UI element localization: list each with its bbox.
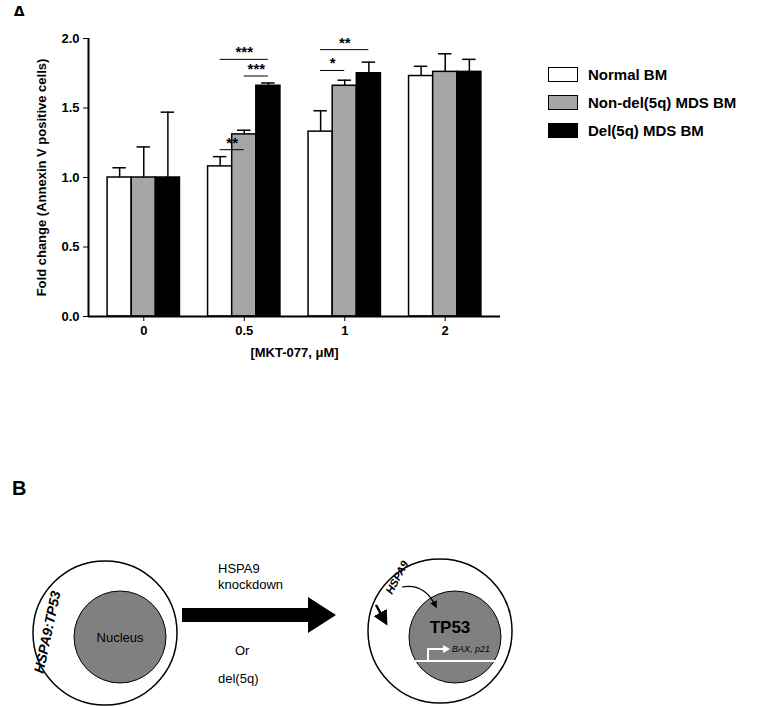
svg-text:2: 2 xyxy=(442,323,449,338)
svg-text:***: *** xyxy=(248,60,266,77)
svg-text:[MKT-077, μM]: [MKT-077, μM] xyxy=(250,345,338,360)
svg-text:1.0: 1.0 xyxy=(61,170,79,185)
svg-text:del(5q): del(5q) xyxy=(218,671,258,686)
svg-text:2.0: 2.0 xyxy=(61,31,79,46)
svg-text:Or: Or xyxy=(235,643,250,658)
svg-text:HSPA9: HSPA9 xyxy=(383,558,411,596)
svg-text:**: ** xyxy=(339,34,351,51)
svg-text:0.5: 0.5 xyxy=(235,323,253,338)
svg-text:***: *** xyxy=(235,43,253,60)
svg-text:1.5: 1.5 xyxy=(61,100,79,115)
html-text:Del(5q) MDS BM: Del(5q) MDS BM xyxy=(588,121,704,139)
svg-text:*: * xyxy=(330,54,336,71)
svg-text:1: 1 xyxy=(341,323,348,338)
svg-text:Nucleus: Nucleus xyxy=(97,630,144,645)
svg-text:0: 0 xyxy=(140,323,147,338)
svg-text:HSPA9: HSPA9 xyxy=(218,561,260,576)
svg-text:Fold change (Annexin V positiv: Fold change (Annexin V positive cells) xyxy=(34,59,49,297)
svg-text:BAX, p21: BAX, p21 xyxy=(452,644,490,654)
svg-text:0.0: 0.0 xyxy=(61,309,79,324)
svg-text:0.5: 0.5 xyxy=(61,239,79,254)
svg-text:**: ** xyxy=(226,134,238,151)
svg-text:B: B xyxy=(12,477,26,499)
html-text:A: A xyxy=(12,2,27,24)
html-text:Normal BM: Normal BM xyxy=(588,65,668,83)
svg-text:TP53: TP53 xyxy=(430,618,471,637)
html-text:Non-del(5q) MDS BM: Non-del(5q) MDS BM xyxy=(588,93,737,111)
svg-text:HSPA9:TP53: HSPA9:TP53 xyxy=(31,589,64,674)
svg-text:knockdown: knockdown xyxy=(218,577,283,592)
